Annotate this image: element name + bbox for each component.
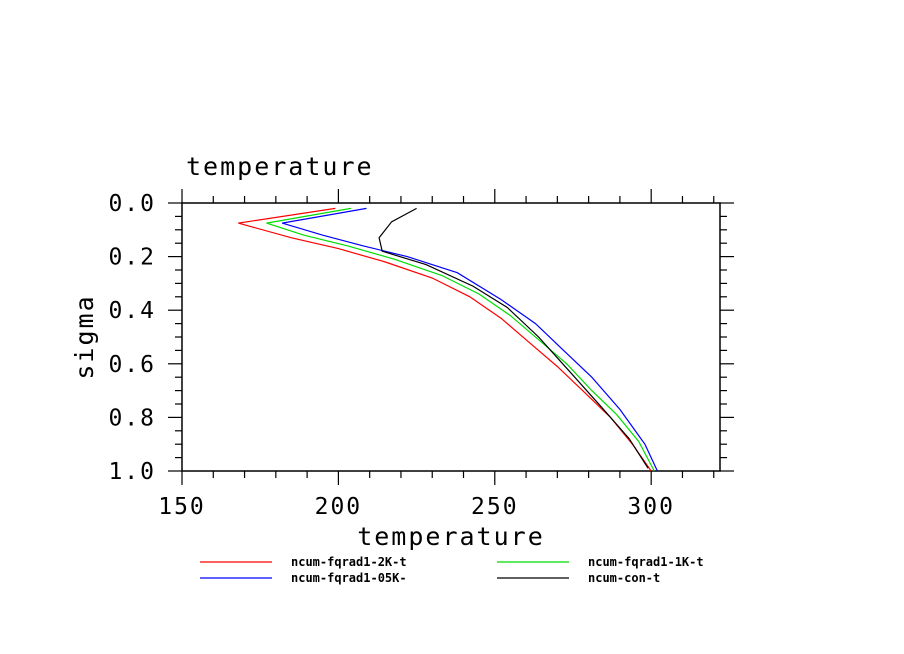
legend: ncum-fqrad1-2K-t ncum-fqrad1-1K-t ncum-fqr… bbox=[200, 555, 704, 585]
y-tick-label: 1.0 bbox=[108, 459, 156, 485]
x-tick-label: 200 bbox=[315, 494, 363, 520]
y-tick-label: 0.0 bbox=[108, 191, 156, 217]
series-lines bbox=[238, 207, 658, 472]
legend-label: ncum-fqrad1-2K-t bbox=[291, 555, 407, 569]
legend-label: ncum-fqrad1-1K-t bbox=[588, 555, 704, 569]
legend-label: ncum-con-t bbox=[588, 571, 660, 585]
x-tick-label: 150 bbox=[158, 494, 206, 520]
x-axis-label: temperature bbox=[357, 522, 545, 551]
legend-label: ncum-fqrad1-05K- bbox=[291, 571, 407, 585]
y-tick-marks bbox=[168, 202, 734, 472]
y-tick-label: 0.4 bbox=[108, 298, 156, 324]
x-tick-marks bbox=[181, 189, 715, 485]
x-tick-label: 300 bbox=[627, 494, 675, 520]
y-tick-label: 0.6 bbox=[108, 352, 156, 378]
x-tick-labels: 150 200 250 300 bbox=[158, 494, 675, 520]
y-tick-label: 0.8 bbox=[108, 405, 156, 431]
plot-frame bbox=[181, 202, 721, 472]
y-axis-label: sigma bbox=[70, 294, 99, 379]
series-line bbox=[281, 207, 658, 472]
x-tick-label: 250 bbox=[471, 494, 519, 520]
series-line bbox=[378, 207, 649, 469]
y-tick-labels: 0.0 0.2 0.4 0.6 0.8 1.0 bbox=[108, 191, 156, 485]
chart-title: temperature bbox=[186, 152, 374, 181]
series-line bbox=[266, 207, 655, 472]
series-line bbox=[238, 207, 652, 472]
y-tick-label: 0.2 bbox=[108, 245, 156, 271]
